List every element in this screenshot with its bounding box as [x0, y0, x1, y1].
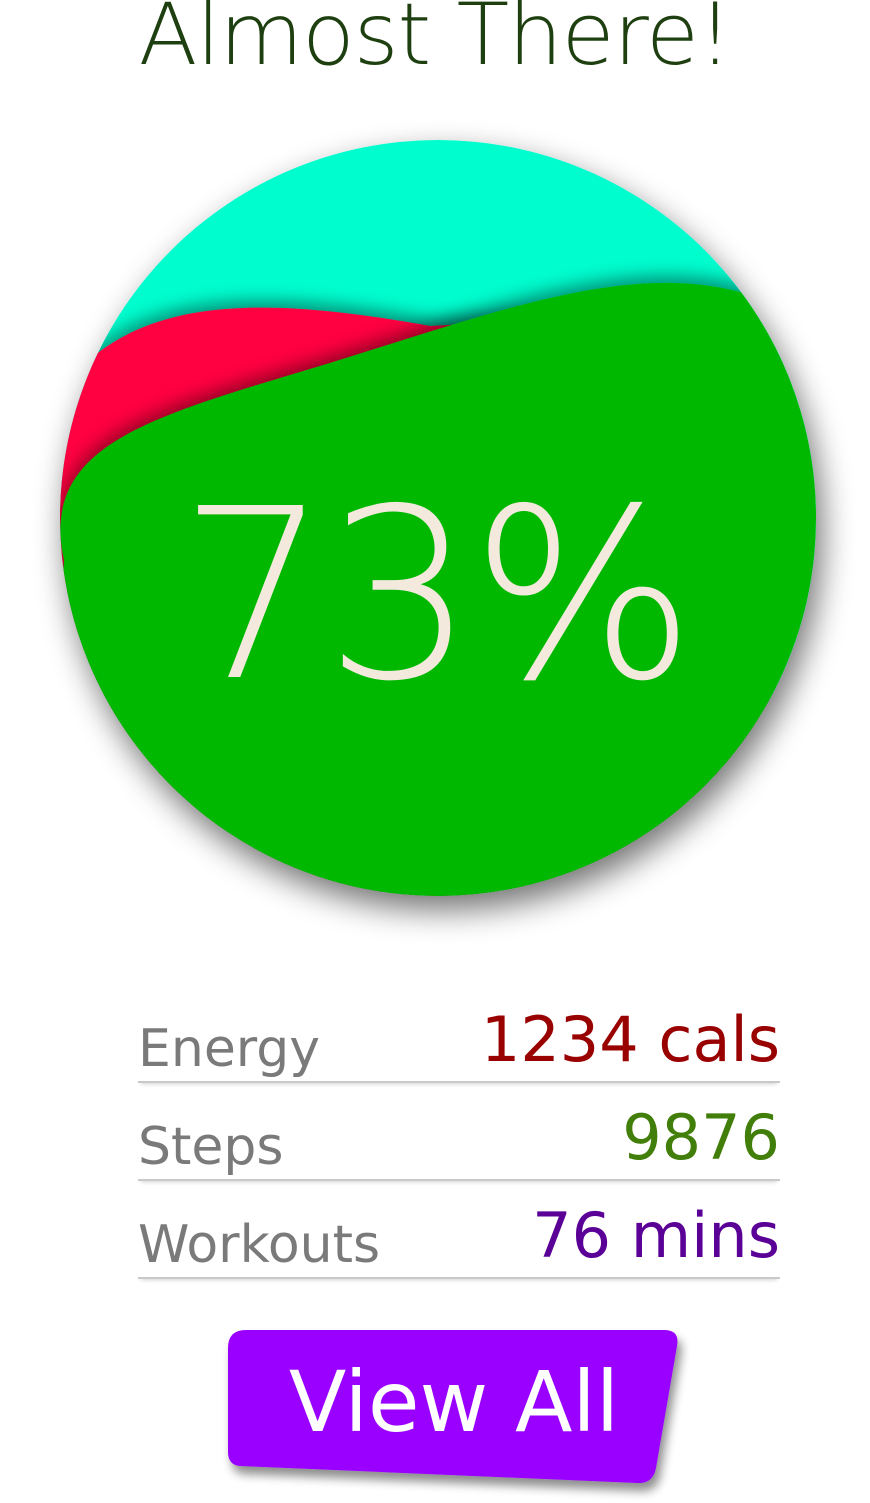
stat-label: Steps [138, 1117, 284, 1177]
stat-row-workouts: Workouts 76 mins [138, 1181, 780, 1279]
view-all-button[interactable]: View All [228, 1328, 680, 1488]
progress-circle-graphic [60, 140, 816, 896]
progress-circle [60, 140, 816, 896]
page-title: Almost There! [138, 0, 733, 85]
stat-label: Workouts [138, 1215, 381, 1275]
stat-row-energy: Energy 1234 cals [138, 985, 780, 1083]
stat-row-steps: Steps 9876 [138, 1083, 780, 1181]
progress-layer-front [60, 282, 816, 896]
stat-value: 76 mins [532, 1199, 780, 1272]
view-all-button-shape [228, 1330, 678, 1484]
stat-value: 1234 cals [480, 1003, 780, 1076]
stats-list: Energy 1234 cals Steps 9876 Workouts 76 … [138, 985, 780, 1279]
progress-percent-label: 73% [178, 458, 696, 733]
stat-value: 9876 [622, 1101, 780, 1174]
stat-label: Energy [138, 1019, 321, 1079]
